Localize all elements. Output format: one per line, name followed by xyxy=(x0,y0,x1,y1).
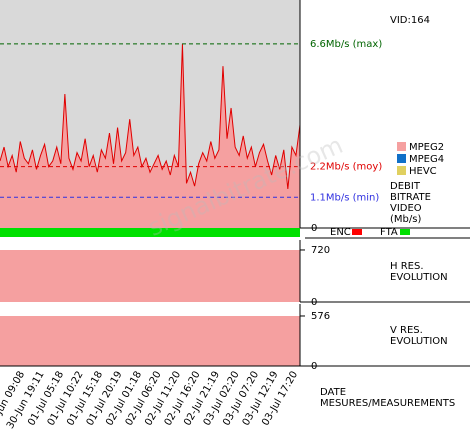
vid-label: VID:164 xyxy=(390,15,430,26)
x-axis-title: MESURES/MEASUREMENTS xyxy=(320,398,455,409)
status-strip xyxy=(0,228,300,237)
legend-swatch xyxy=(397,166,406,175)
legend-label: HEVC xyxy=(409,166,437,177)
legend-swatch xyxy=(397,154,406,163)
x-axis-title: DATE xyxy=(320,387,346,398)
y-axis-label: V RES. xyxy=(390,325,423,336)
y-axis-label: (Mb/s) xyxy=(390,214,421,225)
area xyxy=(0,249,300,302)
y-axis-label: H RES. xyxy=(390,261,424,272)
legend-label: MPEG4 xyxy=(409,154,444,165)
y-axis-label: BITRATE xyxy=(390,192,431,203)
y-tick-label: 720 xyxy=(311,245,330,256)
y-axis-label: EVOLUTION xyxy=(390,336,448,347)
y-axis-label: EVOLUTION xyxy=(390,272,448,283)
y-axis-label: VIDEO xyxy=(390,203,422,214)
status-legend-label: FTA xyxy=(380,227,398,238)
status-legend-swatch xyxy=(400,229,410,235)
status-legend-label: ENC xyxy=(330,227,351,238)
legend-label: MPEG2 xyxy=(409,142,444,153)
y-axis-label: DEBIT xyxy=(390,181,421,192)
reference-label: 6.6Mb/s (max) xyxy=(310,39,382,50)
reference-label: 1.1Mb/s (min) xyxy=(310,192,379,203)
status-legend-swatch xyxy=(352,229,362,235)
area xyxy=(0,43,300,229)
line xyxy=(0,43,301,189)
area xyxy=(0,315,300,366)
legend-swatch xyxy=(397,142,406,151)
y-tick-label: 576 xyxy=(311,311,330,322)
reference-label: 2.2Mb/s (moy) xyxy=(310,162,382,173)
